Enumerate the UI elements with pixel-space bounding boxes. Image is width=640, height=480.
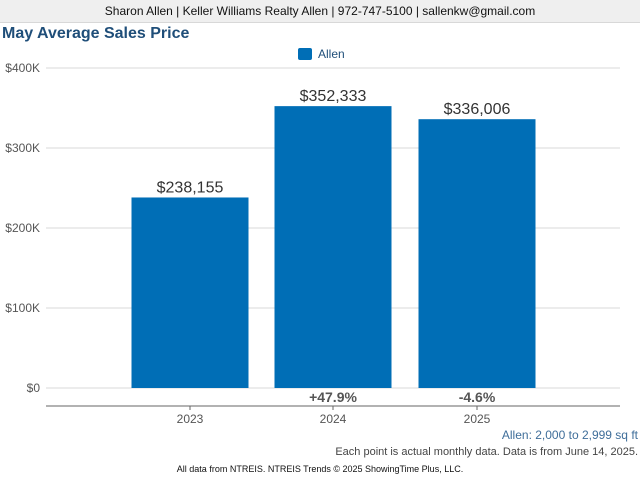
change-label: +47.9% [309, 389, 357, 405]
footer-credit: All data from NTREIS. NTREIS Trends © 20… [176, 464, 464, 474]
y-tick-label: $200K [5, 221, 40, 235]
bar-value-label: $238,155 [157, 179, 224, 196]
contact-header: Sharon Allen | Keller Williams Realty Al… [0, 0, 640, 23]
bar-2025 [418, 119, 536, 389]
chart-subtitle: Allen: 2,000 to 2,999 sq ft [501, 428, 638, 442]
chart-title: May Average Sales Price [2, 25, 190, 42]
bar-2024 [274, 106, 392, 388]
y-tick-label: $0 [27, 381, 41, 395]
bar-value-label: $336,006 [444, 101, 511, 118]
y-tick-label: $300K [5, 141, 40, 155]
legend-label-allen: Allen [318, 47, 345, 61]
bar-2023 [131, 197, 249, 388]
y-tick-label: $100K [5, 301, 40, 315]
legend: Allen [298, 46, 345, 62]
data-note: Each point is actual monthly data. Data … [335, 446, 638, 458]
x-tick-label: 2023 [177, 412, 204, 426]
change-label: -4.6% [459, 389, 496, 405]
x-tick-label: 2025 [464, 412, 491, 426]
legend-swatch-allen [298, 48, 312, 60]
y-tick-label: $400K [5, 61, 40, 75]
x-tick-label: 2024 [320, 412, 347, 426]
bar-value-label: $352,333 [300, 88, 367, 105]
